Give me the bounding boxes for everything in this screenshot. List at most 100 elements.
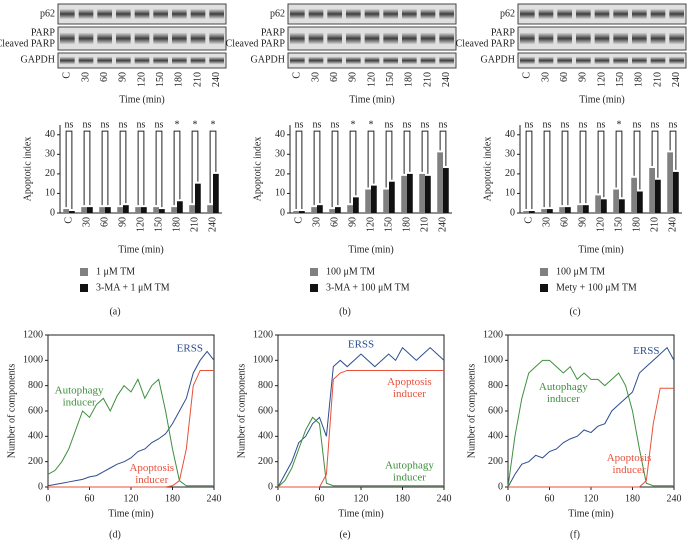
x-tick-label: 120 [584,493,599,504]
blot-band [116,9,131,19]
bar [637,191,643,213]
blot-band [153,32,168,45]
bar [293,211,299,213]
blot-band [650,56,666,65]
x-tick-label: 150 [613,217,624,232]
blot-lane-label: 240 [211,72,222,87]
blot-row-label: PARP [31,27,56,38]
blot-band [613,32,628,45]
significance-bracket [83,130,91,206]
y-tick-label: 800 [488,380,503,391]
x-tick-label: 210 [649,217,660,232]
x-tick-label: 180 [625,493,640,504]
series-line [277,416,444,488]
blot-band [383,56,398,65]
bar [141,207,147,213]
series-line [278,369,444,488]
blot-band [364,56,380,65]
blot-band [209,32,224,45]
x-tick-label: 120 [595,217,606,232]
blot-row-label: GAPDH [251,54,285,65]
blot-band [669,32,684,45]
bar [105,207,111,213]
blot-band [172,32,187,45]
blot-band [60,56,75,65]
x-tick-label: 60 [559,217,570,227]
y-axis-label: Number of components [236,364,247,459]
x-axis-label: Time (min) [578,244,623,255]
x-tick-label: 150 [383,217,394,232]
blot-row-label: Cleaved PARP [226,38,286,49]
blot-band [327,56,342,65]
blot-band [97,9,112,19]
y-tick-label: 400 [28,431,43,442]
series-label: Autophagy inducer [385,459,434,483]
bar [443,168,449,213]
blot-band [190,32,206,45]
blot-band [364,32,380,45]
x-tick-label: 90 [347,217,358,227]
significance-label: ns [421,119,430,130]
bar [601,199,607,213]
bar [189,205,195,213]
blot-band [190,9,206,19]
y-tick-label: 10 [275,188,285,199]
x-tick-label: 60 [545,493,555,504]
legend-swatch [540,268,548,276]
blot-band [364,9,380,19]
significance-label: * [193,119,198,130]
y-tick-label: 0 [498,481,503,492]
blot-band [650,9,666,19]
blot-band [327,9,342,19]
panel-label: (d) [109,529,121,540]
x-tick-label: 240 [437,217,448,232]
significance-bracket [615,130,623,198]
x-tick-label: 240 [667,217,678,232]
bar [213,173,219,213]
blot-band [669,9,684,19]
bar [317,205,323,213]
blot-band [420,32,436,45]
y-tick-label: 1000 [253,355,273,366]
blot-band [134,9,150,19]
legend-swatch [540,284,548,292]
blot-band [650,32,666,45]
significance-label: * [369,119,374,130]
blot-lane-label: C [522,72,533,79]
x-tick-label: 240 [207,493,222,504]
bar [547,209,553,213]
blot-lane-label: 120 [596,72,607,87]
blot-lane-label: 180 [634,72,645,87]
y-tick-label: 1200 [483,329,503,340]
series-line [48,369,214,488]
blot-band [420,56,436,65]
legend-swatch [80,268,88,276]
x-tick-label: 120 [365,217,376,232]
bar [649,168,655,213]
y-tick-label: 30 [505,149,515,160]
significance-bracket [191,130,199,204]
bar [425,175,431,213]
legend-swatch [80,284,88,292]
bar [207,205,213,213]
y-tick-label: 20 [505,168,515,179]
blot-band [594,56,610,65]
y-tick-label: 1000 [23,355,43,366]
blot-band [190,56,206,65]
blot-row-label: GAPDH [481,54,515,65]
x-tick-label: 240 [437,493,452,504]
y-tick-label: 30 [45,149,55,160]
bar [365,189,371,213]
blot-band [209,9,224,19]
bar [655,179,661,213]
significance-label: ns [669,119,678,130]
x-tick-label: 60 [99,217,110,227]
blot-band [346,56,361,65]
blot-band [594,32,610,45]
blot-lane-label: 90 [118,72,129,82]
blot-band [576,32,591,45]
x-tick-label: 90 [577,217,588,227]
blot-band [520,56,535,65]
x-axis-label: Time (min) [338,508,383,519]
blot-row-label: Cleaved PARP [456,38,516,49]
